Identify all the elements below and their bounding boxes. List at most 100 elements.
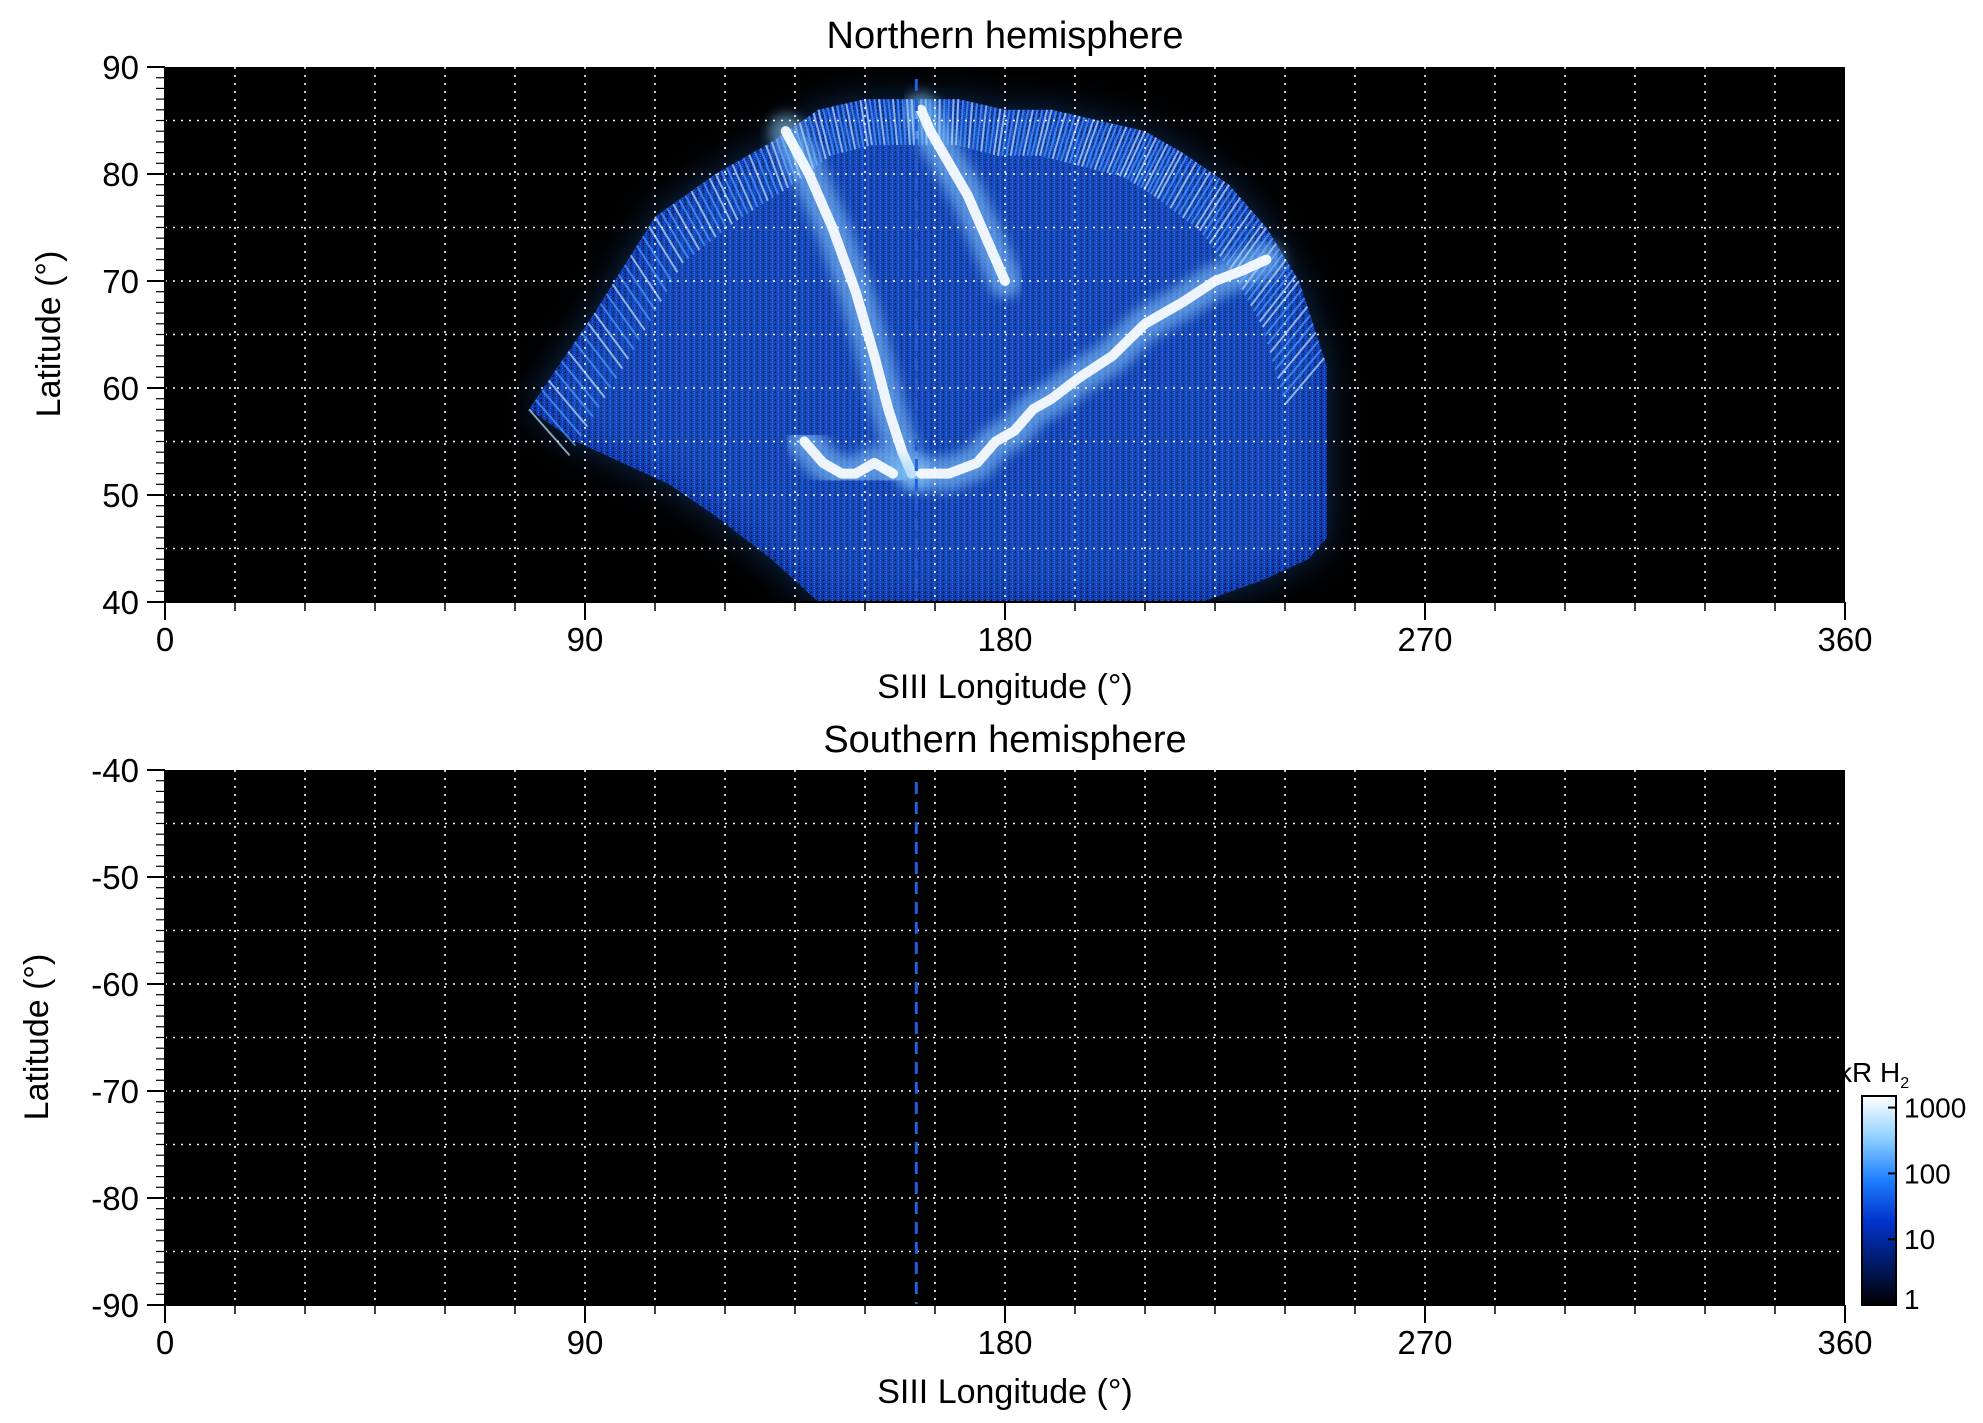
streak — [976, 104, 983, 151]
colorbar-title-subscript: 2 — [1900, 1075, 1909, 1092]
streak — [1043, 110, 1058, 158]
streak — [759, 147, 779, 195]
streak — [1133, 137, 1158, 185]
streak — [1261, 280, 1300, 328]
streak — [845, 103, 857, 150]
streak — [878, 98, 886, 146]
streak — [1110, 127, 1132, 175]
streak — [1212, 201, 1245, 249]
colorbar-tick-label: 100 — [1904, 1158, 1951, 1189]
colorbar-title: kR H2 — [1838, 1057, 1909, 1092]
colorbar-tick-label: 1000 — [1904, 1093, 1966, 1124]
southern-panel: Southern hemisphere -40 -50 -60 -70 -80 -90 0 9… — [18, 719, 1873, 1411]
streak — [1258, 275, 1297, 323]
southern-x-axis-label: SIII Longitude (°) — [877, 1373, 1133, 1411]
streak — [1274, 323, 1314, 371]
streak — [1279, 340, 1320, 388]
streak — [1149, 147, 1176, 195]
streak — [748, 154, 769, 202]
streak — [635, 245, 668, 293]
streak — [1205, 192, 1238, 240]
streak — [1039, 109, 1053, 157]
streak — [580, 331, 618, 379]
streak — [859, 100, 869, 147]
streak — [822, 108, 836, 155]
x-tick-label: 90 — [567, 621, 604, 658]
streak — [850, 102, 861, 149]
streak — [1202, 188, 1234, 236]
streak — [1266, 297, 1306, 345]
streak — [765, 144, 784, 192]
streak — [642, 235, 673, 283]
streak — [1085, 121, 1104, 168]
colorbar-tick-label: 1 — [1904, 1284, 1920, 1315]
streak — [864, 98, 873, 146]
colorbar-ticks: 1000 100 10 1 — [1888, 1093, 1966, 1315]
colorbar-tick-label: 10 — [1904, 1224, 1935, 1255]
streak — [1218, 209, 1253, 257]
streak — [1276, 331, 1317, 379]
streak — [623, 264, 657, 312]
streak — [617, 274, 652, 322]
streak — [541, 389, 583, 437]
streak — [1143, 143, 1169, 191]
y-tick-label: -60 — [91, 966, 139, 1003]
streak — [967, 102, 974, 149]
x-tick-label: 0 — [156, 1324, 174, 1361]
y-tick-label: 40 — [102, 584, 139, 621]
streak — [808, 115, 823, 163]
streak — [737, 160, 759, 208]
streak — [1030, 109, 1044, 157]
streak — [1186, 174, 1216, 222]
streak — [1181, 171, 1212, 219]
streak — [1076, 119, 1095, 166]
streak — [567, 350, 606, 399]
northern-panel: Northern hemisphere 40 50 60 70 80 90 0 90 180 27… — [30, 15, 1873, 706]
streak — [1102, 125, 1123, 173]
streak — [1146, 145, 1173, 193]
colorbar: kR H2 1000 100 10 1 — [1838, 1057, 1966, 1315]
y-tick-label: -90 — [91, 1287, 139, 1324]
streak — [1047, 111, 1062, 159]
x-tick-label: 90 — [567, 1324, 604, 1361]
streak — [988, 107, 997, 154]
streak — [1156, 152, 1184, 200]
northern-axes: 40 50 60 70 80 90 0 90 180 270 360 — [102, 49, 1872, 658]
streak — [720, 170, 744, 218]
y-tick-label: 50 — [102, 477, 139, 514]
streak — [528, 408, 571, 457]
streak — [901, 99, 907, 146]
streak — [684, 194, 712, 242]
southern-panel-title: Southern hemisphere — [823, 719, 1186, 761]
streak — [959, 100, 964, 147]
streak — [573, 341, 612, 389]
streak — [1106, 126, 1128, 174]
streak — [1022, 109, 1034, 157]
streak — [770, 141, 789, 189]
streak — [731, 163, 754, 211]
northern-y-axis-label: Latitude (°) — [30, 251, 68, 418]
streak — [1001, 109, 1011, 156]
streak — [1051, 112, 1067, 160]
streak — [725, 167, 749, 214]
streak — [1089, 122, 1109, 169]
streak — [534, 399, 577, 447]
streak — [1169, 161, 1198, 209]
x-tick-label: 0 — [156, 621, 174, 658]
streak — [1018, 109, 1030, 156]
streak — [1026, 109, 1039, 157]
streak — [678, 199, 706, 247]
streak — [1081, 120, 1100, 167]
x-tick-label: 180 — [977, 621, 1032, 658]
streak — [1252, 264, 1290, 312]
y-tick-label: 90 — [102, 49, 139, 86]
northern-panel-title: Northern hemisphere — [827, 15, 1184, 57]
streak — [593, 312, 630, 360]
streak — [554, 370, 594, 418]
streak — [1190, 177, 1221, 225]
y-tick-label: -40 — [91, 752, 139, 789]
streak — [599, 302, 635, 351]
streak — [560, 360, 600, 408]
streak — [629, 254, 662, 302]
